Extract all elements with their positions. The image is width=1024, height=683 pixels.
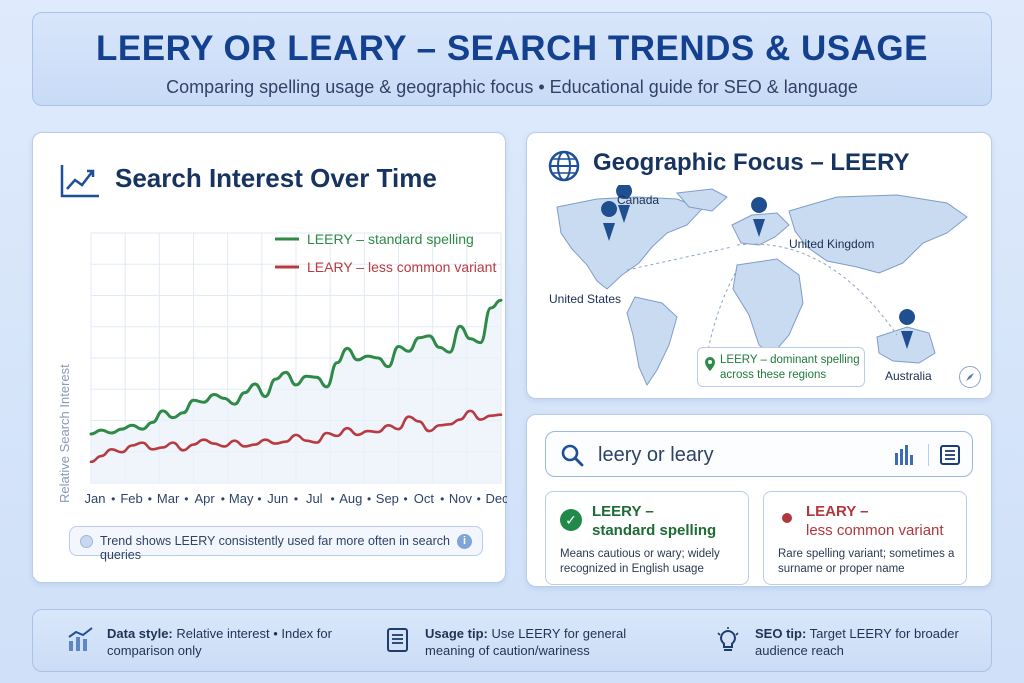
geo-title: Geographic Focus – LEERY [593, 149, 910, 176]
series-area-1 [91, 300, 501, 483]
page-title: LEERY OR LEARY – SEARCH TRENDS & USAGE [96, 29, 928, 68]
series-line-1 [89, 298, 503, 436]
x-tick-separator: • [111, 492, 115, 506]
pin-uk-icon [751, 197, 768, 237]
tip1-label: Data style: [107, 626, 173, 641]
tip3-label: SEO tip: [755, 626, 807, 641]
trend-note-text: Trend shows LEERY consistently used far … [100, 534, 450, 562]
info-icon[interactable]: i [457, 534, 472, 549]
x-tick-separator: • [257, 492, 261, 506]
bar-chart-icon[interactable] [894, 445, 916, 465]
x-tick-separator: • [330, 492, 334, 506]
pin-us-icon [601, 201, 618, 241]
trend-chart: Jan • Feb • Mar • Apr • May • Jun • Jul • Aug • Sep • Oct •… [57, 231, 507, 506]
x-tick-separator: • [440, 492, 444, 506]
label-canada: Canada [617, 193, 660, 207]
label-united-states: United States [549, 292, 622, 306]
globe-icon [548, 150, 580, 182]
tip2-label: Usage tip: [425, 626, 488, 641]
world-map [556, 185, 968, 387]
variant-leary-desc: Rare spelling variant; sometimes a surna… [778, 548, 955, 575]
analytics-icon [68, 627, 93, 651]
x-tick-label: Nov [449, 491, 473, 506]
label-australia: Australia [885, 369, 932, 383]
divider [928, 444, 929, 466]
pin-green-icon [705, 357, 715, 371]
north-america-shape [556, 196, 703, 290]
book-icon[interactable] [939, 444, 961, 466]
trend-chart-title: Search Interest Over Time [115, 163, 437, 193]
variant-leary-sub: less common variant [806, 522, 944, 539]
x-tick-label: Dec [485, 491, 507, 506]
check-icon: ✓ [560, 509, 582, 531]
legend-label: LEERY – standard spelling [307, 231, 474, 247]
x-tick-separator: • [148, 492, 152, 506]
y-axis-label: Relative Search Interest [57, 364, 72, 503]
label-united-kingdom: United Kingdom [789, 237, 875, 251]
footer-tips: Data style: Relative interest • Index fo… [32, 609, 992, 672]
tip-data-style: Data style: Relative interest • Index fo… [68, 625, 347, 659]
x-tick-label: May [229, 491, 254, 506]
x-tick-separator: • [477, 492, 481, 506]
red-dot-icon [782, 513, 792, 523]
x-tick-label: Jul [306, 491, 323, 506]
x-tick-label: Apr [195, 491, 216, 506]
search-card: leery or leary ✓ LEERY – standard spelli… [526, 414, 992, 587]
x-tick-label: Sep [376, 491, 399, 506]
x-tick-separator: • [184, 492, 188, 506]
x-tick-separator: • [367, 492, 371, 506]
x-tick-label: Mar [157, 491, 180, 506]
variant-leery-desc: Means cautious or wary; widely recognize… [560, 548, 720, 575]
header-banner: LEERY OR LEARY – SEARCH TRENDS & USAGE C… [32, 12, 992, 106]
x-tick-separator: • [221, 492, 225, 506]
note-bullet-icon [80, 535, 93, 548]
compass-icon [959, 366, 981, 388]
variant-leery-sub: standard spelling [592, 522, 717, 539]
trend-note: Trend shows LEERY consistently used far … [69, 526, 483, 562]
africa-shape [732, 258, 804, 356]
x-axis-ticks: Jan • Feb • Mar • Apr • May • Jun • Jul • Aug • Sep • Oct •… [85, 491, 507, 506]
series-line-2 [89, 409, 503, 464]
chart-legend: LEERY – standard spelling LEARY – less co… [275, 231, 496, 275]
geo-focus-card: Geographic Focus – LEERY [526, 132, 992, 399]
tip2-text: Use LEERY for general meaning of caution… [425, 626, 627, 658]
search-query[interactable]: leery or leary [598, 444, 714, 466]
x-tick-label: Oct [414, 491, 435, 506]
search-bar[interactable]: leery or leary [545, 431, 973, 477]
legend-label: LEARY – less common variant [307, 259, 496, 275]
x-tick-label: Jun [267, 491, 288, 506]
variant-card-leery: ✓ LEERY – standard spelling Means cautio… [545, 491, 749, 585]
tip1-text: Relative interest • Index for comparison… [107, 626, 332, 658]
chart-series [89, 298, 503, 483]
x-tick-separator: • [404, 492, 408, 506]
tip3-text: Target LEERY for broader audience reach [755, 626, 959, 658]
greenland-shape [676, 188, 728, 212]
variant-leery-head: LEERY – [592, 503, 654, 520]
x-tick-label: Jan [85, 491, 106, 506]
variant-card-leary: LEARY – less common variant Rare spellin… [763, 491, 967, 585]
x-tick-separator: • [294, 492, 298, 506]
search-icon[interactable] [560, 443, 584, 467]
page-subtitle: Comparing spelling usage & geographic fo… [166, 77, 858, 97]
trend-chart-icon [60, 165, 99, 198]
south-america-shape [626, 296, 678, 387]
geo-legend: LEERY – dominant spelling across these r… [697, 347, 865, 387]
pin-canada-icon [616, 185, 632, 223]
book-icon [387, 628, 408, 652]
trend-chart-card: Search Interest Over Time Jan • Feb • Mar • Ap… [32, 132, 507, 583]
geo-legend-text: LEERY – dominant spelling across these r… [720, 354, 860, 381]
pin-australia-icon [899, 309, 916, 349]
asia-shape [788, 194, 968, 274]
variant-leary-head: LEARY – [806, 503, 869, 520]
x-tick-label: Aug [339, 491, 362, 506]
lightbulb-icon [717, 627, 739, 651]
x-tick-label: Feb [120, 491, 142, 506]
tip-usage: Usage tip: Use LEERY for general meaning… [387, 625, 665, 659]
tip-seo: SEO tip: Target LEERY for broader audien… [717, 625, 965, 659]
